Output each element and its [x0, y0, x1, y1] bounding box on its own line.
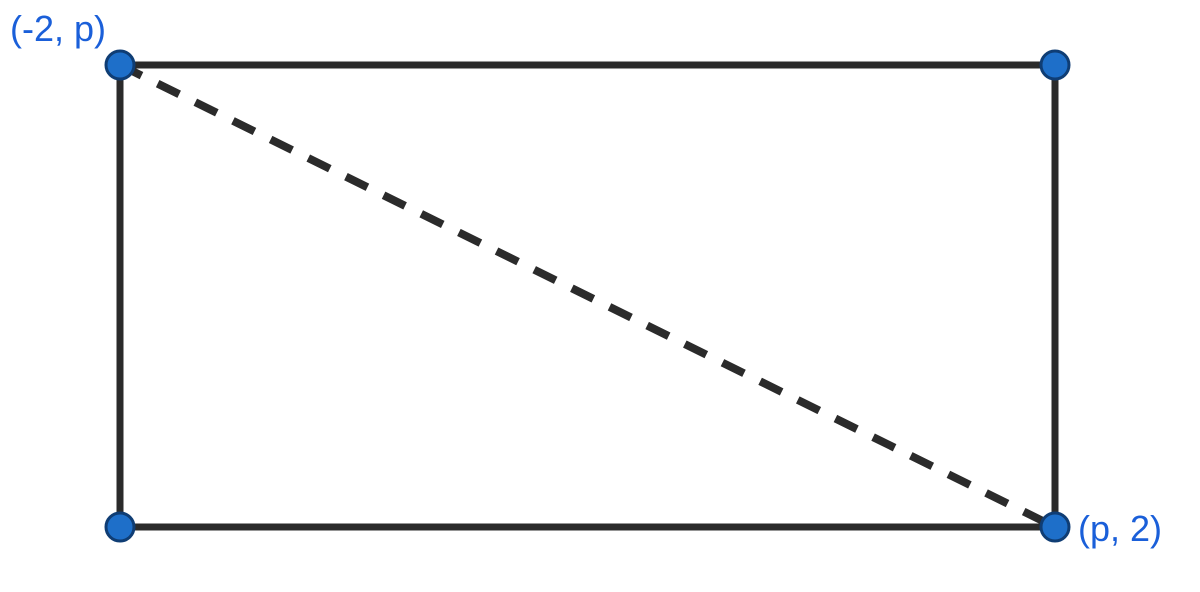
vertex-bottom-right: [1041, 513, 1069, 541]
vertex-top-right: [1041, 51, 1069, 79]
vertex-top-left: [106, 51, 134, 79]
geometry-diagram: (-2, p) (p, 2): [0, 0, 1200, 592]
vertex-bottom-left: [106, 513, 134, 541]
diagonal-line: [120, 65, 1055, 527]
label-bottom-right: (p, 2): [1078, 508, 1162, 550]
diagram-svg: [0, 0, 1200, 592]
label-top-left: (-2, p): [10, 8, 106, 50]
